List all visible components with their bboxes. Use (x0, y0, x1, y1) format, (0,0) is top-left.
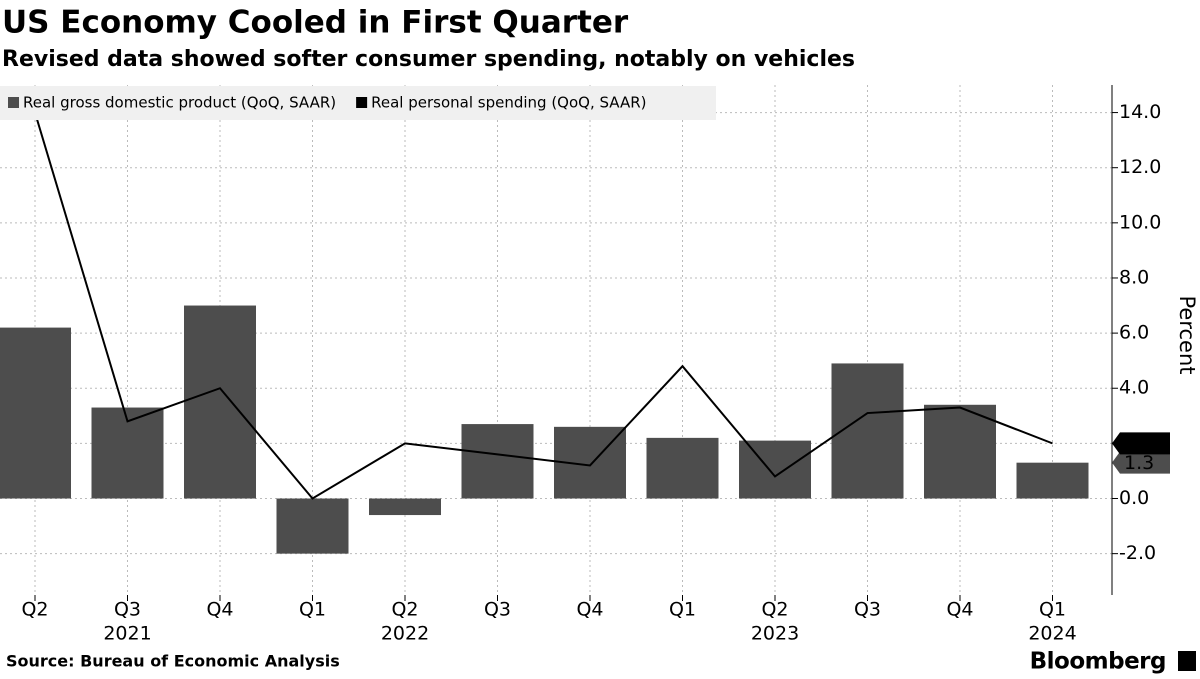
x-tick-label: Q4 (946, 599, 973, 621)
y-tick-label: -2.0 (1119, 542, 1156, 564)
y-tick-label: 12.0 (1119, 156, 1161, 178)
bar (461, 424, 534, 499)
y-tick-label: 0.0 (1119, 487, 1149, 509)
legend-swatch (356, 97, 368, 108)
bar (184, 305, 256, 499)
x-tick-label: Q1 (669, 599, 696, 621)
x-tick-label: Q3 (484, 599, 511, 621)
legend-swatch (8, 97, 19, 108)
brand-icon (1178, 651, 1196, 671)
y-axis-label: Percent (1175, 295, 1199, 374)
bar (646, 437, 719, 499)
x-tick-label: Q3 (114, 599, 141, 621)
bar (1016, 462, 1089, 499)
chart-subtitle: Revised data showed softer consumer spen… (2, 47, 855, 72)
y-tick-label: 10.0 (1119, 211, 1161, 233)
bar (924, 404, 996, 499)
x-tick-label: Q2 (391, 599, 418, 621)
chart-title: US Economy Cooled in First Quarter (2, 5, 629, 41)
bar (276, 498, 349, 554)
bar (0, 327, 71, 499)
bar (739, 440, 811, 499)
x-tick-label: Q4 (576, 599, 603, 621)
bar (91, 407, 164, 499)
y-tick-label: 6.0 (1119, 322, 1149, 344)
year-label: 2022 (381, 623, 429, 645)
x-tick-label: Q1 (299, 599, 326, 621)
y-tick-label: 14.0 (1119, 101, 1161, 123)
x-tick-label: Q2 (761, 599, 788, 621)
year-label: 2024 (1028, 623, 1076, 645)
value-label-box (1112, 432, 1170, 455)
year-label: 2023 (751, 623, 799, 645)
bar (369, 498, 441, 516)
bar (831, 363, 904, 499)
value-label: 1.3 (1124, 452, 1154, 474)
legend-label: Real gross domestic product (QoQ, SAAR) (23, 94, 336, 112)
x-tick-label: Q4 (206, 599, 233, 621)
x-tick-label: Q1 (1039, 599, 1066, 621)
legend-label: Real personal spending (QoQ, SAAR) (371, 94, 646, 112)
value-label-box (1112, 451, 1170, 474)
y-tick-label: 8.0 (1119, 266, 1149, 288)
value-label: 2.0 (1124, 433, 1154, 455)
x-tick-label: Q2 (21, 599, 48, 621)
brand: Bloomberg (1030, 649, 1166, 675)
line (34, 112, 1053, 500)
x-tick-label: Q3 (854, 599, 881, 621)
y-tick-label: 4.0 (1119, 377, 1149, 399)
year-label: 2021 (103, 623, 151, 645)
source: Source: Bureau of Economic Analysis (6, 652, 340, 671)
